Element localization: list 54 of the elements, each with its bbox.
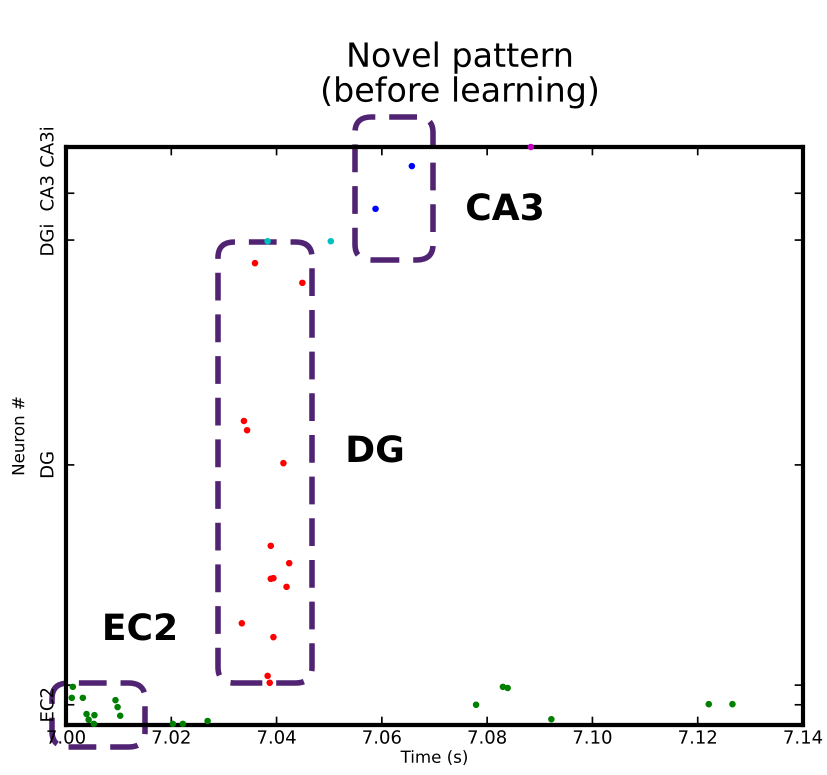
point xyxy=(266,680,273,686)
text: EC2 xyxy=(40,688,54,721)
x-tick-label: 7.06 xyxy=(363,730,401,744)
point xyxy=(85,716,92,724)
text: CA3 xyxy=(40,176,54,210)
point xyxy=(264,672,271,680)
point xyxy=(706,700,712,708)
point xyxy=(548,716,555,722)
point xyxy=(68,694,76,702)
x-tick-label: 7.02 xyxy=(152,730,190,744)
point xyxy=(270,634,277,640)
point xyxy=(112,696,119,704)
x-tick-label: 7.04 xyxy=(258,730,296,744)
point xyxy=(83,710,90,718)
y-axis-title: Neuron # xyxy=(12,397,24,474)
point xyxy=(268,542,274,550)
point xyxy=(114,704,121,710)
point xyxy=(372,206,379,212)
point xyxy=(283,584,290,590)
point xyxy=(280,460,287,466)
point xyxy=(408,162,416,170)
x-tick-label: 7.14 xyxy=(784,730,822,744)
point xyxy=(528,144,534,150)
annotation: DG xyxy=(348,435,402,462)
point xyxy=(204,718,211,724)
text: DGi xyxy=(40,225,54,255)
text: DG xyxy=(40,452,54,478)
point xyxy=(70,684,76,690)
point xyxy=(80,694,86,702)
point xyxy=(238,620,246,627)
x-tick-label: 7.08 xyxy=(468,730,506,744)
annotation: CA3 xyxy=(467,193,542,220)
point xyxy=(240,418,248,424)
point xyxy=(472,702,480,708)
chart-title: Novel pattern (before learning) xyxy=(322,41,598,109)
x-axis-title: Time (s) xyxy=(400,750,467,765)
annotation: EC2 xyxy=(105,613,176,640)
point xyxy=(91,712,98,718)
point xyxy=(252,260,258,266)
point xyxy=(504,684,511,692)
point xyxy=(180,720,186,728)
point xyxy=(264,238,271,244)
point xyxy=(299,280,306,286)
point xyxy=(116,712,124,720)
text: CA3i xyxy=(40,128,54,167)
point xyxy=(270,574,277,582)
point xyxy=(244,426,250,434)
point xyxy=(286,560,292,566)
x-tick-label: 7.12 xyxy=(679,730,716,744)
x-tick-label: 7.10 xyxy=(574,730,612,744)
point xyxy=(328,238,334,244)
point xyxy=(170,720,176,728)
point xyxy=(90,720,98,728)
point xyxy=(729,700,736,708)
